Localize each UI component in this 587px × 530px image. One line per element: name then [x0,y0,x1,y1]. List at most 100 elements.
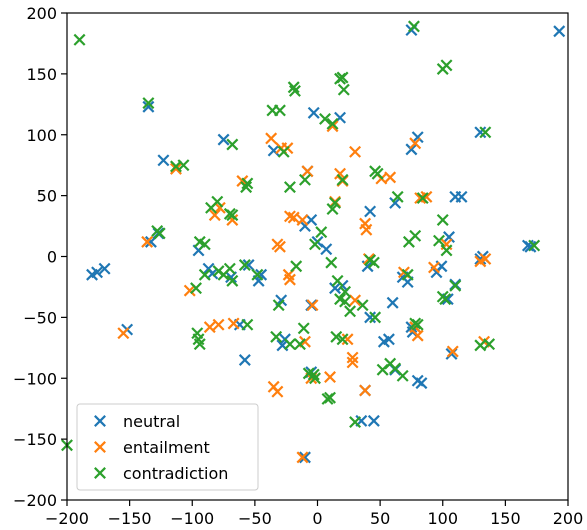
entailment-point [341,333,354,346]
contradiction-point [315,226,328,239]
contradiction-point [226,138,239,151]
contradiction-point [251,268,264,281]
contradiction-point [367,256,380,269]
contradiction-point [309,238,321,251]
neutral-point [320,243,333,256]
contradiction-point [401,268,414,281]
legend-marker-entailment [94,441,106,453]
contradiction-point [391,190,404,203]
contradiction-point [73,33,86,46]
contradiction-point [226,274,239,287]
contradiction-point [479,126,492,139]
entailment-point [169,162,182,175]
entailment-point [227,317,240,330]
contradiction-point [153,227,166,240]
entailment-point [208,209,221,222]
entailment-point [346,351,359,364]
entailment-point [306,299,319,312]
neutral-point [367,414,380,427]
entailment-point [384,171,397,184]
neutral-point [405,143,418,156]
contradiction-point [325,256,338,269]
entailment-point [226,213,239,226]
x-tick-label: −50 [238,509,272,528]
neutral-point [242,259,255,272]
contradiction-point [439,293,452,306]
y-tick-label: 200 [26,4,57,23]
x-tick-label: −100 [170,509,214,528]
entailment-point [428,261,440,274]
contradiction-point [223,262,236,275]
contradiction-point [474,339,487,352]
contradiction-point [319,112,331,125]
contradiction-point [288,84,301,97]
contradiction-point [293,338,306,351]
contradiction-point [339,295,352,308]
legend-marker-neutral [94,415,106,427]
legend-label: entailment [123,438,210,457]
x-tick-label: −200 [45,509,89,528]
entailment-point [346,356,359,369]
legend-marker-contradiction [94,467,106,479]
entailment-point [334,167,347,180]
contradiction-point [240,181,253,194]
contradiction-point [297,322,310,335]
entailment-point [213,201,226,214]
contradiction-point [142,97,155,110]
contradiction-point [290,260,303,273]
entailment-point [446,345,459,358]
contradiction-point [211,195,224,208]
entailment-point [287,211,300,224]
y-tick-label: −50 [23,308,57,327]
contradiction-point [326,203,339,215]
entailment-point [349,145,362,158]
contradiction-point [356,299,369,312]
entailment-point [301,165,314,178]
contradiction-point [193,338,206,351]
entailment-point [324,371,337,384]
x-tick-label: 150 [490,509,521,528]
contradiction-point [449,279,462,292]
neutral-point [91,266,104,279]
contradiction-point [272,299,285,312]
contradiction-point [336,173,349,186]
entailment-point [212,318,225,331]
contradiction-point [324,391,337,404]
contradiction-point [241,318,254,331]
neutral-point [329,282,342,295]
contradiction-point [409,317,422,330]
y-tick-label: 150 [26,65,57,84]
entailment-point [420,190,433,203]
contradiction-point [198,238,211,251]
contradiction-point [331,274,344,287]
contradiction-point [337,83,350,96]
neutral-point [364,205,377,218]
entailment-point [271,385,284,398]
neutral-point [411,374,424,387]
contradiction-point [336,333,349,346]
entailment-point [273,240,286,253]
contradiction-point [307,368,320,381]
y-tick-label: −200 [13,491,57,510]
contradiction-point [339,285,352,298]
contradiction-point [309,372,321,385]
neutral-point [238,354,251,366]
contradiction-point [334,72,347,85]
neutral-point [389,196,402,209]
contradiction-point [266,104,279,117]
contradiction-point [198,268,211,281]
neutral-point [298,220,311,233]
contradiction-point [270,330,283,343]
neutral-point [386,296,399,309]
neutral-point [157,154,170,167]
neutral-point [474,252,487,265]
y-tick-label: 0 [47,248,57,267]
contradiction-point [344,305,357,318]
entailment-point [479,252,492,265]
contradiction-point [436,213,449,226]
x-tick-label: 100 [427,509,458,528]
contradiction-point [407,20,420,33]
legend: neutral entailment contradiction [76,403,259,491]
contradiction-point [226,209,239,222]
entailment-point [183,284,196,297]
